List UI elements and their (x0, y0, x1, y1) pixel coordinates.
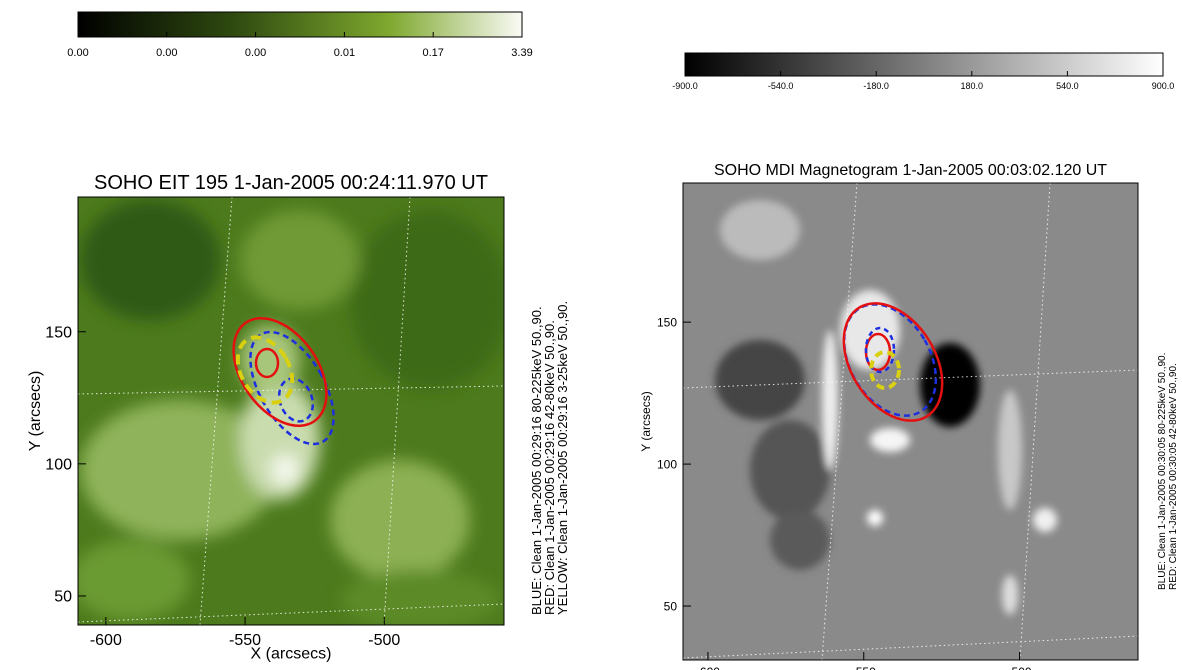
y-tick-label: 100 (657, 457, 677, 471)
x-tick-label: -550 (229, 632, 261, 649)
x-tick-label: -500 (368, 632, 400, 649)
chart-title: SOHO EIT 195 1-Jan-2005 00:24:11.970 UT (94, 172, 488, 194)
mdi-image (683, 183, 1138, 660)
colorbar-label: 0.00 (245, 47, 266, 59)
plot-frame (77, 196, 505, 626)
contour-legend: YELLOW: Clean 1-Jan-2005 00:29:16 3-25ke… (555, 301, 570, 615)
colorbar-label: -180.0 (863, 81, 889, 91)
x-tick-label: -600 (90, 632, 122, 649)
colorbar-label: -540.0 (768, 81, 794, 91)
plot-frame (682, 182, 1139, 661)
colorbar-label: -900.0 (672, 81, 698, 91)
x-axis-label: X (arcsecs) (251, 646, 332, 663)
contour-legend: BLUE: Clean 1-Jan-2005 00:30:05 80-225ke… (1157, 353, 1168, 590)
x-tick-label: -600 (696, 665, 720, 670)
x-tick-label: -500 (1008, 665, 1032, 670)
y-axis-label: Y (arcsecs) (639, 391, 653, 451)
y-tick-label: 100 (45, 456, 72, 473)
colorbar-label: 0.01 (334, 47, 355, 59)
chart-title: SOHO MDI Magnetogram 1-Jan-2005 00:03:02… (714, 162, 1107, 179)
y-tick-label: 50 (664, 599, 678, 613)
y-axis-label: Y (arcsecs) (27, 371, 44, 452)
colorbar-label: 900.0 (1152, 81, 1175, 91)
contour-legend: RED: Clean 1-Jan-2005 00:29:16 42-80keV … (542, 320, 557, 615)
colorbar (77, 11, 523, 38)
colorbar-label: 180.0 (961, 81, 984, 91)
colorbar-label: 0.17 (422, 47, 443, 59)
colorbar-label: 0.00 (156, 47, 177, 59)
colorbar-label: 3.39 (511, 47, 532, 59)
eit-image (78, 197, 504, 625)
x-tick-label: -550 (852, 665, 876, 670)
colorbar-label: 540.0 (1056, 81, 1079, 91)
contour-legend: BLUE: Clean 1-Jan-2005 00:29:16 80-225ke… (529, 306, 544, 615)
y-tick-label: 150 (657, 315, 677, 329)
colorbar (684, 52, 1164, 77)
colorbar-label: 0.00 (67, 47, 88, 59)
contour-legend: RED: Clean 1-Jan-2005 00:30:05 42-80keV … (1168, 363, 1179, 590)
y-tick-label: 150 (45, 324, 72, 341)
y-tick-label: 50 (54, 589, 72, 606)
